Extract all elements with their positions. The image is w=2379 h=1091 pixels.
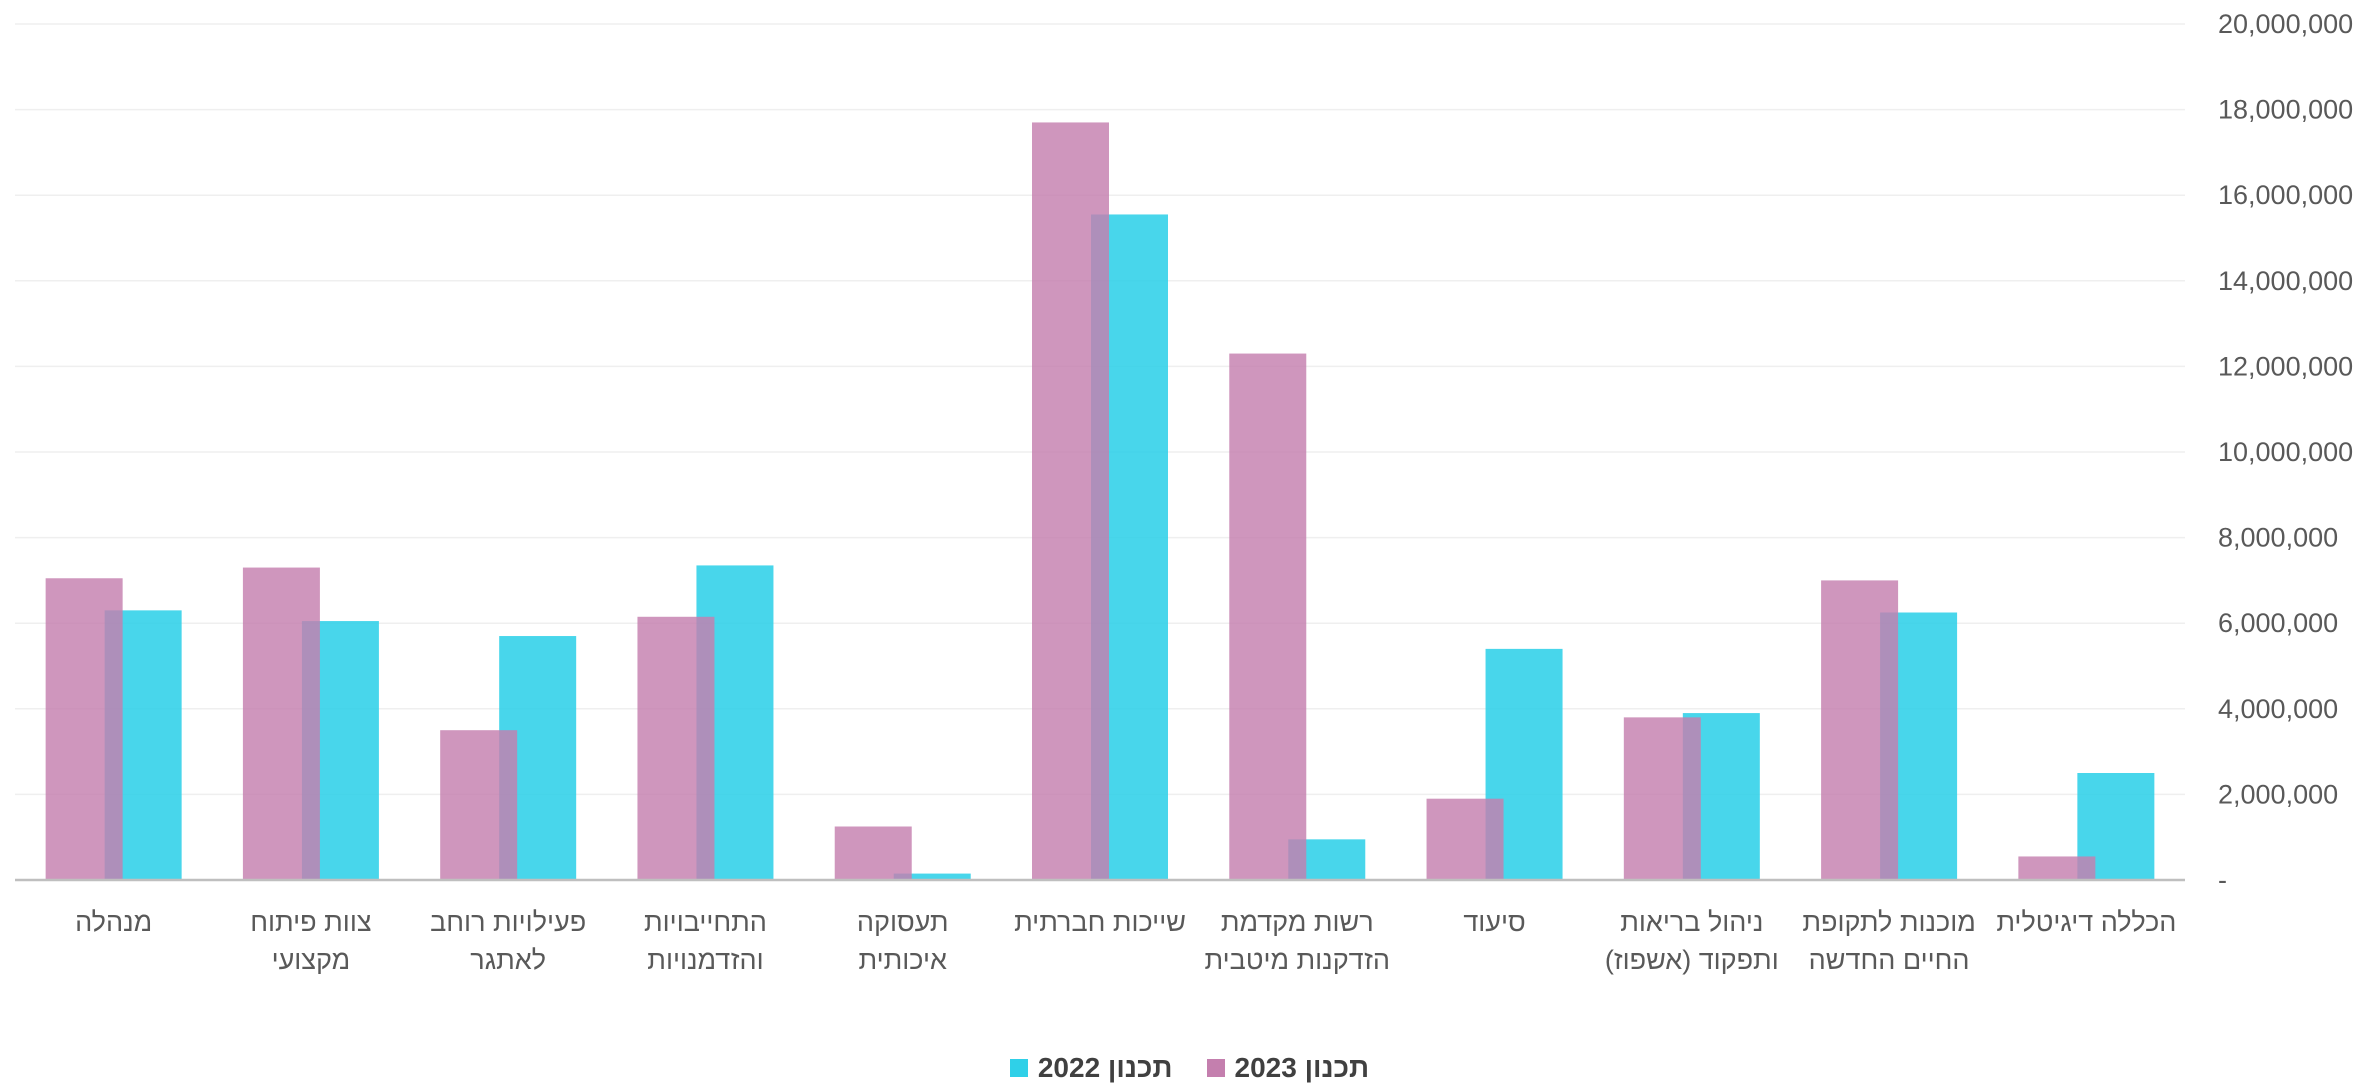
x-tick-label: רשות מקדמת הזדקנות מיטבית [1205,907,1390,975]
x-tick-label: סיעוד [1463,907,1525,937]
bar [45,578,123,880]
y-tick-label: 12,000,000 [2218,351,2353,381]
y-tick-label: 4,000,000 [2218,694,2338,724]
bar [1821,580,1899,880]
y-tick-label: 6,000,000 [2218,608,2338,638]
legend-swatch [1206,1059,1225,1077]
bar [637,616,715,880]
x-tick-label: ניהול בריאות ותפקוד (אשפוז) [1605,907,1779,975]
bar [1426,798,1504,880]
x-tick-label: התחייבויות והזדמנויות [644,907,767,975]
bar [1623,717,1701,880]
legend-item: תכנון 2022 [1009,1052,1173,1084]
x-tick-label: שייכות חברתית [1014,907,1186,937]
x-tick-label: הכללה דיגיטלית [1996,907,2176,937]
y-tick-label: 18,000,000 [2218,95,2353,125]
bar [834,826,912,880]
legend-swatch [1009,1059,1028,1077]
x-tick-label: צוות פיתוח מקצועי [250,907,371,975]
y-tick-label: 16,000,000 [2218,180,2353,210]
bar [893,873,971,880]
legend: תכנון 2023 תכנון 2022 [0,1052,2379,1084]
legend-item: תכנון 2023 [1206,1052,1370,1084]
y-tick-label: 8,000,000 [2218,523,2338,553]
y-tick-label: - [2218,865,2227,895]
bar [1032,122,1109,880]
chart: - 2,000,000 4,000,000 6,000,000 8,000,000 10,… [15,9,2353,975]
y-tick-label: 14,000,000 [2218,266,2353,296]
bar [440,730,518,880]
y-tick-label: 2,000,000 [2218,779,2338,809]
y-tick-label: 20,000,000 [2218,9,2353,39]
bar [1229,353,1307,880]
x-tick-label: מנהלה [75,907,152,937]
legend-label: תכנון 2023 [1234,1052,1370,1083]
bar [2018,856,2096,880]
x-tick-label: תעסוקה איכותית [857,907,949,975]
x-tick-label: פעילויות רוחב לאתגר [430,907,586,975]
x-tick-label: מוכנות לתקופת החיים החדשה [1802,907,1975,975]
y-tick-label: 10,000,000 [2218,437,2353,467]
bar [242,567,320,880]
legend-label: תכנון 2022 [1037,1052,1173,1083]
